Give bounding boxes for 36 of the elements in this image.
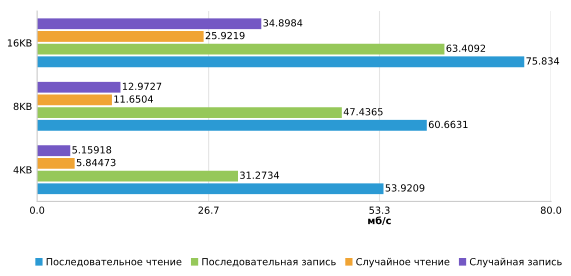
bar (37, 183, 384, 194)
y-tick-label: 8KB (14, 102, 32, 110)
x-tick-label: 26.7 (198, 206, 219, 214)
data-label: 60.6631 (428, 120, 468, 128)
y-tick-label: 16KB (8, 39, 32, 47)
data-label: 31.2734 (240, 172, 280, 179)
data-label: 34.8984 (263, 19, 302, 27)
bar (37, 94, 112, 106)
data-label: 75.834 (526, 57, 560, 65)
data-label: 53.9209 (386, 184, 424, 192)
data-label: 63.4092 (446, 44, 486, 52)
data-label: 11.6504 (114, 95, 153, 103)
legend-label: Последовательное чтение (46, 258, 182, 267)
bar (37, 82, 120, 93)
legend-label: Последовательная запись (202, 258, 336, 267)
data-label: 5.15918 (72, 146, 112, 154)
x-tick-label: 53.3 (369, 206, 390, 214)
bar (37, 31, 204, 42)
data-label: 12.9727 (122, 82, 162, 90)
bar (37, 18, 262, 30)
legend-label: Случайное чтение (356, 258, 450, 268)
y-tick-label: 4KB (14, 166, 32, 174)
bar (37, 145, 70, 156)
bar (37, 158, 75, 169)
data-label: 25.9219 (206, 32, 245, 40)
bar (37, 56, 524, 68)
bar (37, 44, 444, 55)
x-tick-label: 80.0 (540, 206, 562, 214)
bar (37, 120, 427, 131)
x-axis-title: мб/с (368, 216, 391, 226)
x-tick-label: 0.0 (30, 206, 44, 214)
data-label: 47.4365 (344, 108, 383, 116)
legend-label: Случайная запись (470, 258, 562, 268)
data-label: 5.84473 (76, 158, 116, 166)
bar (37, 170, 238, 182)
bar (37, 107, 342, 118)
